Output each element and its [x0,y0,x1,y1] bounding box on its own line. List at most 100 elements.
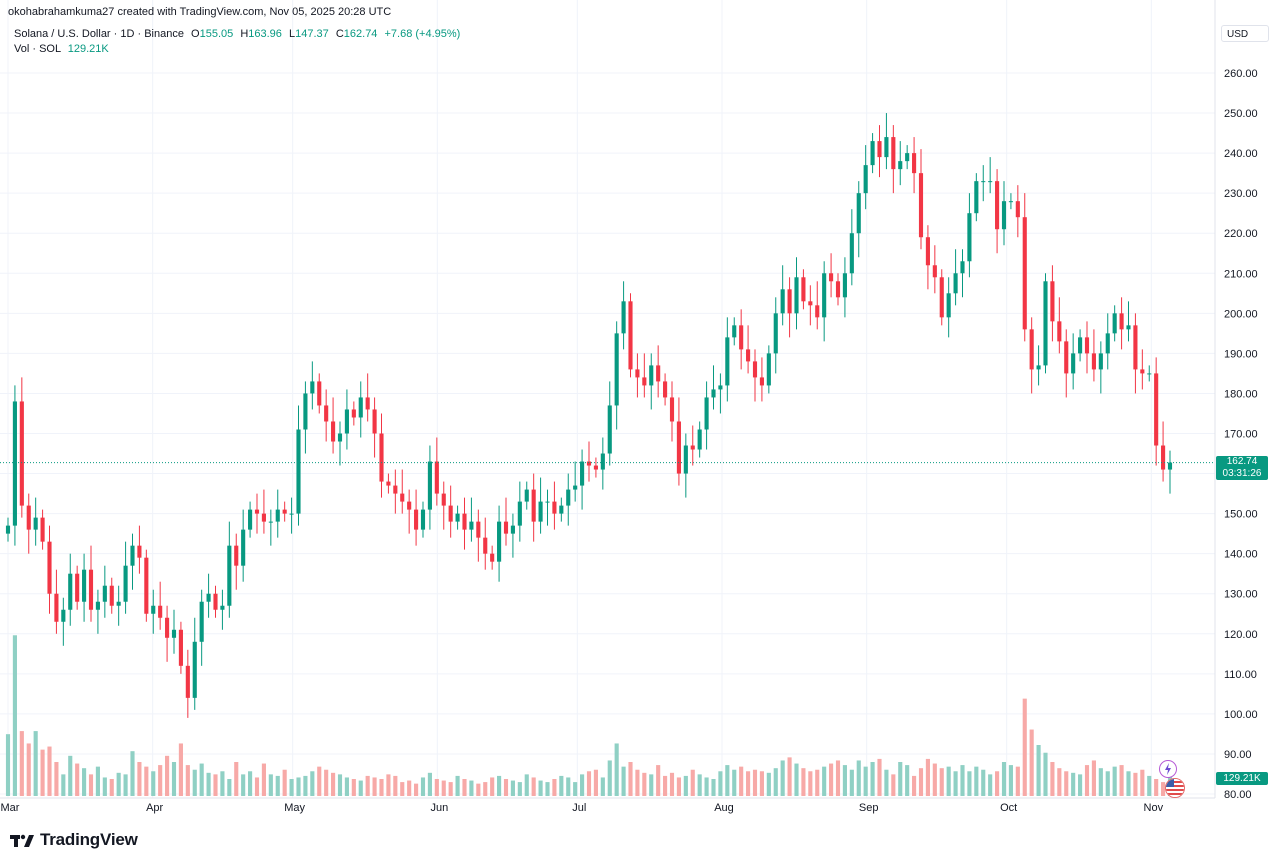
volume-bar [12,635,17,796]
volume-bar [842,765,847,796]
earnings-event-icon[interactable] [1159,760,1177,778]
candle-body [614,333,619,406]
volume-bar [918,768,924,796]
volume-bar [856,760,861,796]
volume-bar [939,768,944,796]
volume-bar [815,769,820,796]
volume-bar [317,766,322,796]
candle-body [1071,353,1076,374]
price-tick-label: 250.00 [1224,108,1258,120]
volume-label[interactable]: Vol · SOL [14,43,61,55]
volume-bar [877,758,882,796]
candle-body [1022,217,1027,330]
volume-bar [531,777,536,796]
volume-bar [268,774,273,796]
candle-body [165,617,170,638]
candle-body [448,505,453,522]
volume-bar [683,775,688,796]
economic-event-flag-icon[interactable] [1165,778,1185,798]
candle-body [469,521,474,530]
price-tick-label: 120.00 [1224,629,1258,641]
volume-bar [1015,766,1020,796]
time-tick-label: Aug [714,802,734,814]
volume-bar [1091,760,1096,796]
last-price-value: 162.74 [1226,456,1258,467]
volume-bar [642,772,647,796]
volume-bar [1154,779,1159,796]
candle-body [462,513,467,530]
candle-body [1091,353,1096,370]
candle-body [1133,325,1138,370]
time-axis[interactable]: Mar Apr May Jun Jul Aug Sep Oct Nov [1,802,1164,814]
volume-axis-label: 129.21K [1216,772,1268,785]
time-tick-label: Apr [146,802,163,814]
volume-bar [337,774,343,796]
price-tick-label: 180.00 [1224,388,1258,400]
candle-body [47,541,52,594]
candle-body [40,517,45,542]
candle-body [75,573,80,602]
symbol-title[interactable]: Solana / U.S. Dollar · 1D · Binance [14,28,184,40]
price-tick-label: 190.00 [1224,348,1258,360]
volume-bar [130,751,135,796]
candle-body [206,593,211,602]
candle-body [967,213,972,262]
volume-bar [649,774,654,796]
volume-bar [1057,768,1062,796]
price-tick-label: 260.00 [1224,68,1258,80]
candle-body [178,629,183,666]
change-value: +7.68 (+4.95%) [384,28,461,40]
candle-body [365,397,370,410]
volume-bar [386,774,391,796]
volume-bar [614,743,619,796]
candle-body [158,605,163,618]
low-label: L [288,28,296,40]
price-tick-label: 130.00 [1224,589,1258,601]
volume-bar [206,772,211,796]
candle-body [95,601,100,610]
candle-body [1154,373,1159,446]
candle-body [185,665,190,698]
price-tick-label: 100.00 [1224,709,1258,721]
candle-body [455,513,460,522]
volume-bar [199,763,204,796]
volume-bar [566,777,571,796]
candle-body [759,377,764,386]
last-price-label: 162.74 03:31:26 [1216,456,1268,480]
candle-body [953,273,958,294]
volume-bar [981,769,986,796]
candle-body [718,385,723,390]
volume-bar [1064,771,1069,796]
currency-selector[interactable]: USD [1221,25,1269,42]
volume-bar [192,769,197,796]
close-value: 162.74 [343,28,378,40]
chart-legend: Solana / U.S. Dollar · 1D · Binance O155… [14,27,460,57]
candle-body [628,301,633,370]
candle-body [310,381,315,394]
candle-body [109,585,114,606]
candle-body [884,137,889,158]
lightning-icon [1165,763,1171,775]
close-label: C [335,28,344,40]
candle-body [746,349,751,362]
candle-body [68,573,73,610]
price-axis[interactable]: 260.00 250.00 240.00 230.00 220.00 210.00 200.… [1224,68,1258,801]
candle-body [54,593,59,622]
volume-bar [580,774,585,796]
volume-bar [663,775,668,796]
tradingview-logo[interactable]: TradingView [10,830,138,850]
volume-bar [822,766,827,796]
volume-bar [725,765,730,796]
candle-body [822,273,827,318]
candle-body [960,261,965,274]
candle-body [400,493,405,502]
volume-bar [912,775,917,796]
candle-body [331,421,336,442]
volume-bar [289,779,294,796]
candle-body [268,521,273,523]
candle-body [669,397,675,422]
candle-body [690,445,695,450]
candle-body [849,233,854,274]
volume-bar [455,775,460,796]
